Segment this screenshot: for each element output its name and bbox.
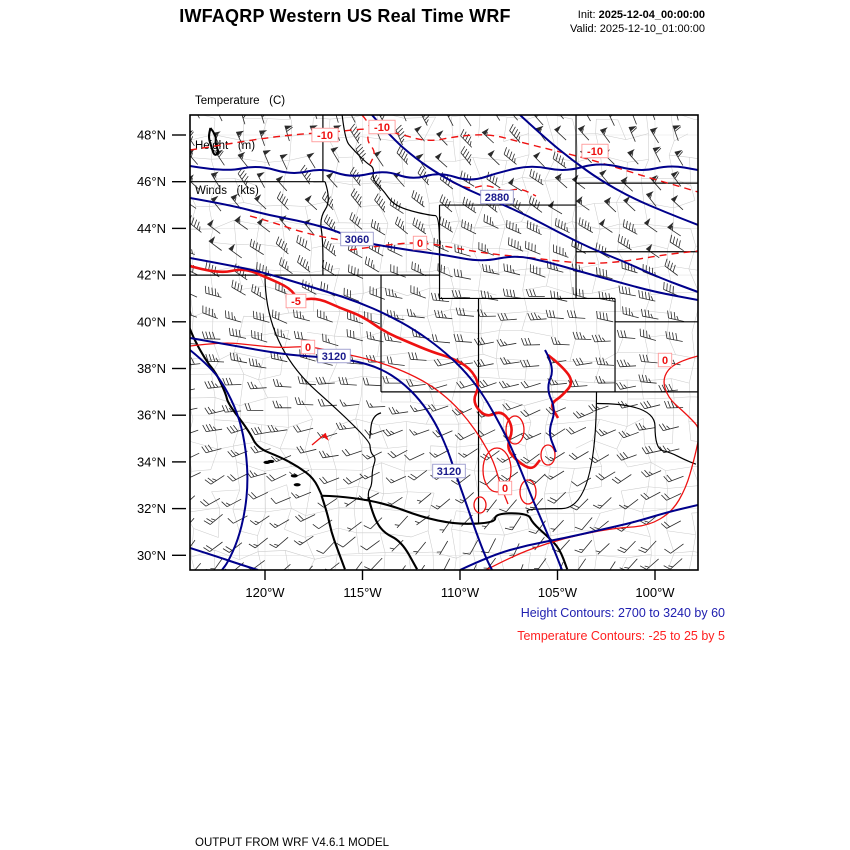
page-title: IWFAQRP Western US Real Time WRF: [179, 6, 511, 26]
svg-text:0: 0: [502, 483, 508, 495]
svg-text:3060: 3060: [345, 234, 369, 246]
svg-text:46°N: 46°N: [137, 174, 166, 189]
contour-info: Height Contours: 2700 to 3240 by 60 Temp…: [330, 602, 725, 648]
svg-text:115°W: 115°W: [343, 585, 382, 600]
svg-text:34°N: 34°N: [137, 454, 166, 469]
height-contour-info: Height Contours: 2700 to 3240 by 60: [520, 606, 725, 620]
svg-text:-10: -10: [374, 122, 390, 134]
svg-text:-10: -10: [317, 130, 333, 142]
svg-text:48°N: 48°N: [137, 128, 166, 143]
svg-text:0: 0: [305, 342, 311, 354]
svg-text:120°W: 120°W: [245, 585, 285, 600]
map-frame: [189, 114, 699, 571]
contour-labels: 2880 3060 3120 3120 -10 -10 -10 0 -5 0 0 0: [285, 119, 673, 496]
svg-text:30°N: 30°N: [137, 548, 166, 563]
init-time: Init: 2025-12-04_00:00:00: [577, 9, 705, 21]
svg-text:3120: 3120: [437, 466, 461, 478]
legend-temperature: Temperature (C): [195, 95, 286, 107]
init-valid-times: Init: 2025-12-04_00:00:00 Valid: 2025-12…: [570, 8, 705, 36]
model-version: OUTPUT FROM WRF V4.6.1 MODEL: [195, 837, 390, 849]
temperature-contour-info: Temperature Contours: -25 to 25 by 5: [517, 629, 725, 643]
svg-text:3120: 3120: [322, 351, 346, 363]
svg-text:110°W: 110°W: [441, 585, 480, 600]
lat-axis: 48°N 46°N 44°N 42°N 40°N 38°N 36°N 34°N 32°N 30°N: [137, 128, 186, 563]
lon-axis: 120°W 115°W 110°W 105°W 100°W: [245, 570, 675, 600]
valid-time: Valid: 2025-12-10_01:00:00: [570, 23, 705, 35]
graticule: [190, 115, 698, 570]
svg-text:40°N: 40°N: [137, 314, 166, 329]
height-contours: [190, 115, 698, 570]
svg-text:105°W: 105°W: [538, 585, 578, 600]
svg-text:0: 0: [662, 355, 668, 367]
svg-text:-10: -10: [587, 146, 603, 158]
svg-text:38°N: 38°N: [137, 361, 166, 376]
svg-text:32°N: 32°N: [137, 501, 166, 516]
svg-text:42°N: 42°N: [137, 268, 166, 283]
svg-text:2880: 2880: [485, 192, 509, 204]
legend-winds: Winds (kts): [195, 185, 259, 197]
svg-text:36°N: 36°N: [137, 408, 166, 423]
temperature-contours: [190, 115, 698, 570]
red-wind-barb: [311, 432, 329, 446]
model-info-footer: OUTPUT FROM WRF V4.6.1 MODEL WE = 310 ; …: [195, 808, 647, 850]
svg-text:0: 0: [417, 238, 423, 250]
svg-text:44°N: 44°N: [137, 221, 166, 236]
variable-legend: Temperature (C) Height (m) Winds (kts): [195, 64, 285, 229]
svg-text:-5: -5: [291, 296, 301, 308]
svg-text:100°W: 100°W: [635, 585, 675, 600]
